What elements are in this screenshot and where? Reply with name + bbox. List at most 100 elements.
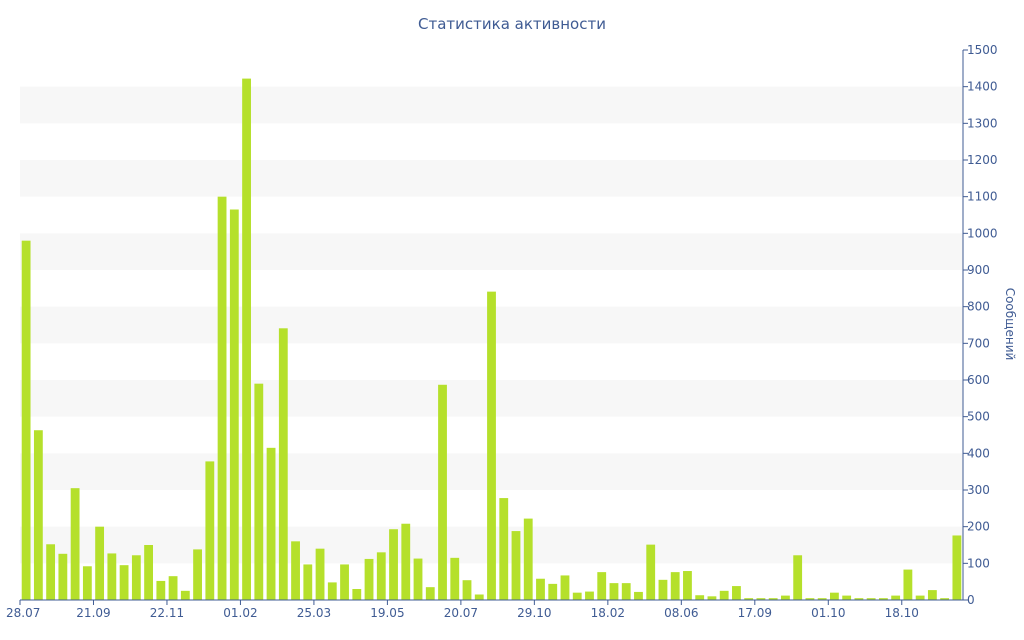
- bar: [401, 523, 411, 600]
- y-tick-label: 900: [967, 263, 990, 277]
- x-tick-label: 21.09: [76, 606, 110, 620]
- bar: [646, 544, 656, 600]
- bar: [205, 461, 215, 600]
- bar: [548, 583, 558, 600]
- bar: [695, 595, 705, 600]
- bar: [768, 598, 778, 600]
- bar: [131, 555, 141, 600]
- bar: [621, 583, 631, 600]
- bar: [707, 596, 717, 600]
- bar: [793, 555, 803, 600]
- bar: [732, 586, 741, 600]
- x-tick-label: 18.02: [591, 606, 625, 620]
- bar: [376, 552, 386, 600]
- x-axis: 28.07 21.09 22.11 01.02 25.03 19.05 20.07 29.10…: [6, 599, 963, 620]
- bar: [523, 518, 533, 600]
- chart-title: Статистика активности: [418, 15, 606, 33]
- bar: [70, 488, 80, 600]
- bar: [217, 196, 227, 601]
- x-tick-label: 01.02: [223, 606, 257, 620]
- bar: [670, 572, 680, 600]
- bar: [291, 541, 300, 600]
- bar: [46, 544, 56, 600]
- bar: [462, 580, 472, 600]
- bar: [58, 553, 68, 600]
- bar: [119, 565, 129, 600]
- bar: [340, 564, 349, 600]
- bar: [180, 590, 190, 600]
- bar: [536, 578, 545, 600]
- y-tick-label: 1000: [967, 226, 998, 240]
- bar: [940, 598, 950, 600]
- bar: [95, 526, 105, 600]
- bar: [805, 598, 815, 600]
- x-tick-label: 17.09: [738, 606, 772, 620]
- bar: [425, 587, 435, 600]
- bar: [719, 590, 729, 600]
- bar: [364, 558, 374, 600]
- y-tick-label: 700: [967, 336, 990, 350]
- bar: [658, 579, 668, 600]
- bar: [487, 291, 496, 600]
- bar: [82, 566, 92, 600]
- y-tick-label: 600: [967, 373, 990, 387]
- bar: [744, 598, 754, 600]
- bar: [242, 78, 251, 601]
- bar: [634, 591, 643, 600]
- bar: [315, 548, 325, 600]
- grid-band: [20, 160, 963, 197]
- bar: [781, 595, 790, 600]
- bar: [891, 595, 901, 600]
- y-tick-label: 1400: [967, 80, 998, 94]
- bar: [842, 595, 852, 600]
- y-tick-label: 0: [967, 593, 975, 607]
- bar: [352, 589, 362, 600]
- bar: [756, 598, 766, 600]
- bar: [107, 553, 117, 600]
- bar: [450, 557, 460, 600]
- bar: [144, 545, 153, 600]
- bar: [413, 558, 423, 600]
- x-tick-label: 29.10: [517, 606, 551, 620]
- x-tick-label: 28.07: [6, 606, 40, 620]
- bar: [438, 384, 447, 600]
- bar: [229, 209, 239, 600]
- bar: [683, 571, 692, 600]
- y-tick-label: 300: [967, 483, 990, 497]
- x-tick-label: 22.11: [150, 606, 184, 620]
- bar: [389, 529, 398, 600]
- bar: [193, 549, 202, 600]
- bar: [33, 430, 43, 600]
- bar: [511, 531, 521, 600]
- grid-band: [20, 86, 963, 124]
- bar: [266, 447, 276, 600]
- bar-series: [21, 78, 962, 601]
- bar: [830, 592, 839, 600]
- bar: [168, 576, 178, 600]
- bar: [21, 240, 31, 601]
- x-tick-label: 01.10: [811, 606, 845, 620]
- y-tick-label: 200: [967, 520, 990, 534]
- x-tick-label: 18.10: [885, 606, 919, 620]
- bar: [327, 582, 337, 600]
- bar: [854, 598, 864, 600]
- bar: [585, 591, 594, 600]
- y-tick-label: 1500: [967, 43, 998, 57]
- bar: [278, 328, 288, 600]
- bar: [817, 598, 827, 600]
- y-tick-label: 800: [967, 300, 990, 314]
- y-tick-label: 400: [967, 446, 990, 460]
- bar: [915, 595, 925, 600]
- bar: [597, 572, 607, 600]
- y-axis: 0 100 200 300 400 500 600 700 800 900 1000 1100 1200…: [962, 43, 998, 607]
- bar: [866, 598, 876, 600]
- bar: [254, 383, 264, 600]
- bar: [903, 569, 913, 600]
- y-tick-label: 1100: [967, 190, 998, 204]
- bar: [303, 564, 313, 600]
- bar: [156, 580, 166, 600]
- bar: [878, 598, 888, 600]
- y-axis-label: Сообщений: [1003, 288, 1017, 361]
- bar: [952, 535, 962, 600]
